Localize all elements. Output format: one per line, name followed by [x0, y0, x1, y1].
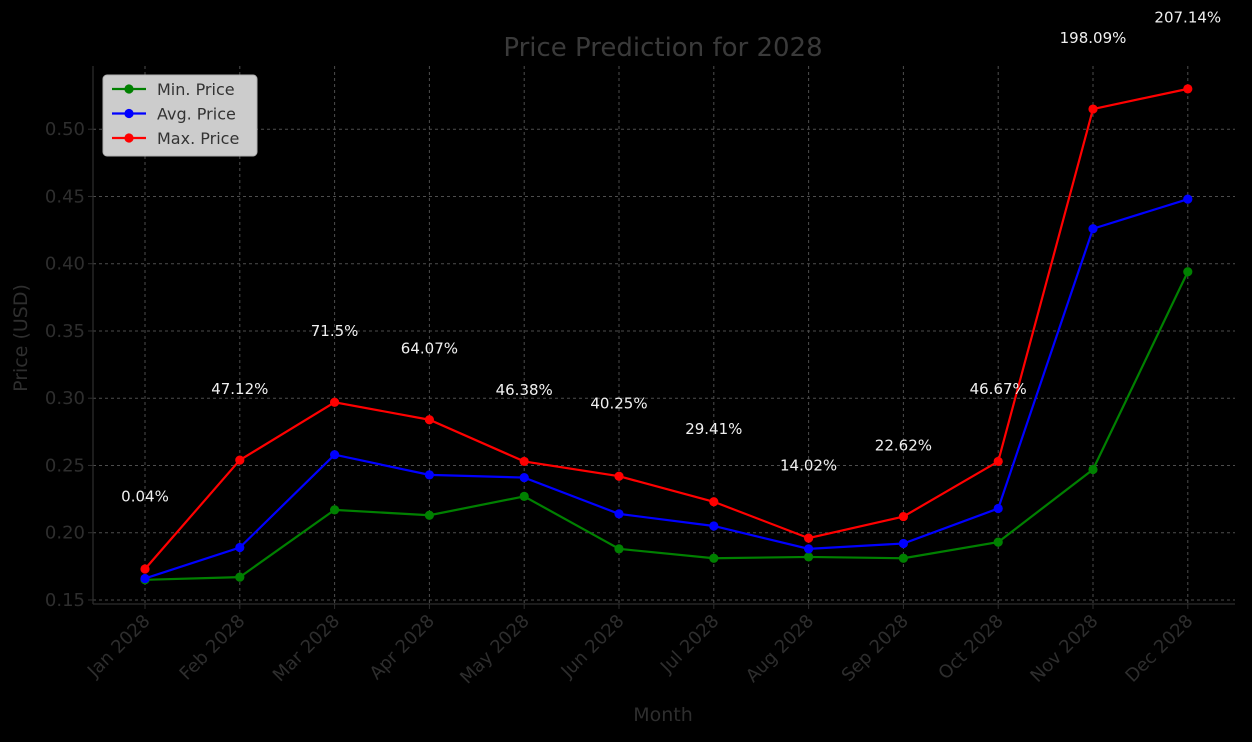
- data-point: [519, 472, 529, 483]
- y-tick-label: 0.15: [45, 590, 85, 611]
- x-tick-label: Mar 2028: [269, 611, 344, 686]
- data-point: [804, 533, 814, 543]
- series-avg-price: [140, 194, 1193, 584]
- data-point: [709, 521, 719, 531]
- series-max-price: [140, 84, 1193, 574]
- legend-item: Min. Price: [112, 80, 235, 99]
- series-layer: [140, 84, 1193, 585]
- data-point: [140, 573, 150, 584]
- annotation-label: 22.62%: [875, 436, 932, 454]
- data-point: [235, 455, 245, 465]
- y-axis-label: Price (USD): [10, 284, 32, 392]
- x-tick-label: Jan 2028: [83, 611, 155, 683]
- series-line: [144, 87, 1189, 570]
- data-point: [235, 542, 245, 553]
- data-point: [235, 572, 245, 582]
- legend-swatch-marker: [124, 84, 134, 94]
- data-point: [804, 552, 814, 562]
- data-point: [140, 564, 150, 574]
- annotation-label: 46.38%: [496, 381, 553, 399]
- y-tick-label: 0.30: [45, 388, 85, 409]
- data-point: [1088, 464, 1098, 475]
- data-point: [330, 397, 340, 407]
- data-point: [424, 510, 434, 520]
- data-point: [424, 415, 434, 425]
- legend-label: Min. Price: [157, 80, 235, 99]
- series-line: [144, 198, 1189, 580]
- y-tick-label: 0.45: [45, 186, 85, 207]
- annotation-label: 0.04%: [121, 487, 169, 505]
- data-point: [898, 553, 909, 563]
- x-tick-label: Jul 2028: [656, 611, 723, 678]
- series-line: [144, 271, 1189, 581]
- legend-item: Max. Price: [112, 129, 239, 148]
- data-point: [709, 497, 719, 507]
- x-tick-label: Aug 2028: [742, 611, 818, 687]
- legend-label: Avg. Price: [157, 105, 236, 124]
- series-min-price: [140, 267, 1193, 585]
- annotation-label: 29.41%: [685, 420, 742, 438]
- y-tick-label: 0.20: [45, 523, 85, 544]
- data-point: [330, 450, 340, 460]
- data-point: [1088, 104, 1098, 114]
- x-tick-label: Oct 2028: [934, 611, 1007, 684]
- data-point: [1088, 224, 1098, 234]
- y-ticks: 0.15 0.20 0.25 0.30 0.35 0.40 0.45 0.50: [45, 119, 93, 611]
- x-tick-label: Nov 2028: [1026, 611, 1102, 687]
- x-tick-label: Dec 2028: [1121, 611, 1197, 687]
- data-point: [330, 505, 340, 515]
- x-tick-label: Feb 2028: [176, 611, 250, 685]
- data-point: [898, 511, 909, 522]
- annotation-label: 40.25%: [590, 395, 647, 413]
- annotation-label: 64.07%: [401, 339, 458, 357]
- data-point: [1183, 84, 1193, 94]
- data-point: [993, 537, 1003, 547]
- data-point: [614, 544, 624, 554]
- legend-item: Avg. Price: [112, 105, 236, 124]
- chart-title: Price Prediction for 2028: [503, 33, 822, 63]
- data-point: [709, 553, 719, 563]
- annotations: 0.04% 47.12% 71.5% 64.07% 46.38% 40.25% 29.41%…: [121, 9, 1221, 506]
- annotation-label: 14.02%: [780, 456, 837, 474]
- data-point: [519, 456, 529, 467]
- x-tick-label: Sep 2028: [838, 611, 913, 686]
- grid-layer: [93, 66, 1235, 604]
- data-point: [804, 544, 814, 554]
- y-tick-label: 0.25: [45, 455, 85, 476]
- data-point: [1183, 267, 1193, 277]
- annotation-label: 47.12%: [211, 380, 268, 398]
- data-point: [614, 471, 624, 481]
- y-tick-label: 0.35: [45, 321, 85, 342]
- axes-layer: [92, 66, 1235, 605]
- annotation-label: 71.5%: [311, 322, 359, 340]
- data-point: [898, 538, 909, 549]
- y-tick-label: 0.40: [45, 254, 85, 275]
- data-point: [993, 503, 1003, 514]
- x-tick-label: Apr 2028: [366, 611, 439, 684]
- data-point: [614, 509, 624, 519]
- data-point: [519, 491, 529, 501]
- legend-swatch-marker: [124, 133, 134, 143]
- data-point: [993, 456, 1003, 467]
- data-point: [424, 470, 434, 480]
- legend-box: [102, 74, 258, 157]
- annotation-label: 198.09%: [1060, 29, 1127, 47]
- data-point: [1183, 194, 1193, 204]
- annotation-label: 207.14%: [1154, 9, 1221, 27]
- legend-swatch-marker: [124, 108, 134, 119]
- x-axis-label: Month: [633, 704, 693, 726]
- legend-label: Max. Price: [157, 129, 239, 148]
- x-ticks: Jan 2028 Feb 2028 Mar 2028 Apr 2028 May 2028…: [83, 604, 1197, 688]
- annotation-label: 46.67%: [970, 380, 1027, 398]
- legend: Min. Price Avg. Price Max. Price: [102, 74, 258, 157]
- x-tick-label: May 2028: [456, 611, 534, 689]
- y-tick-label: 0.50: [45, 119, 85, 140]
- x-tick-label: Jun 2028: [557, 611, 629, 683]
